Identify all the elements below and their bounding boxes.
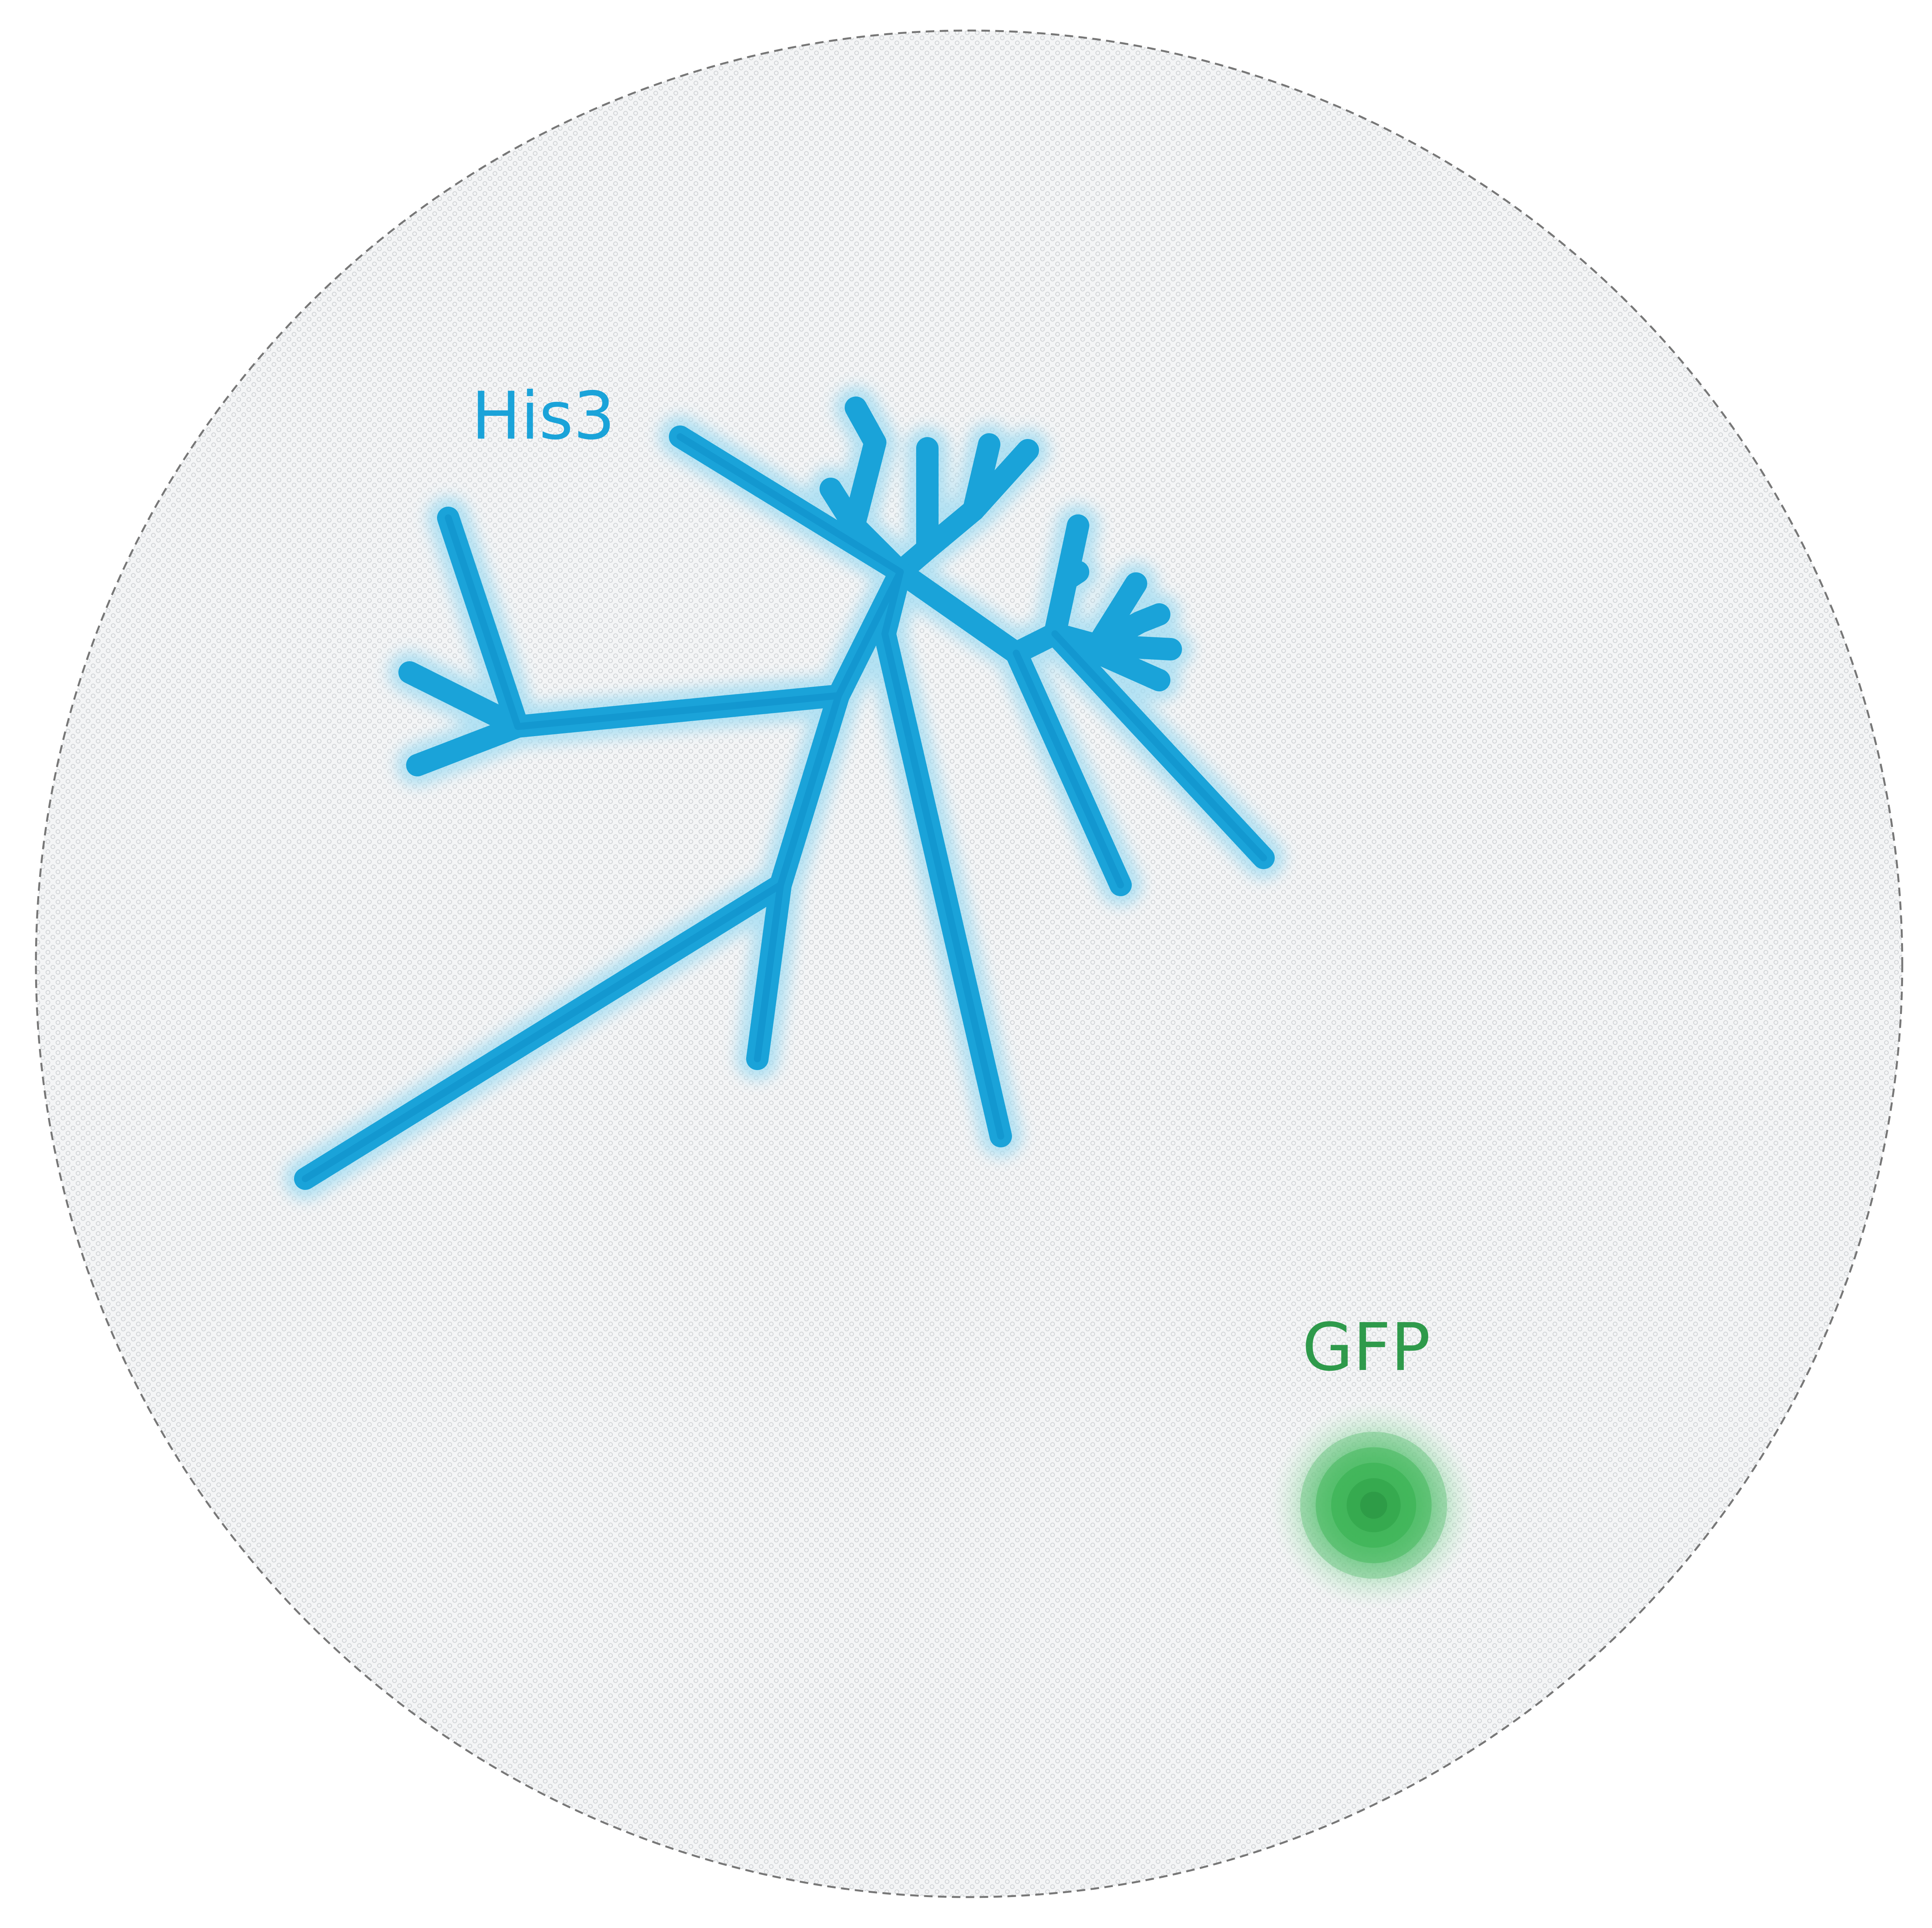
his3-label: His3 bbox=[471, 378, 615, 454]
gfp-label: GFP bbox=[1302, 1309, 1430, 1386]
his3-colony bbox=[284, 386, 1285, 1200]
gfp-colony bbox=[1269, 1401, 1478, 1610]
